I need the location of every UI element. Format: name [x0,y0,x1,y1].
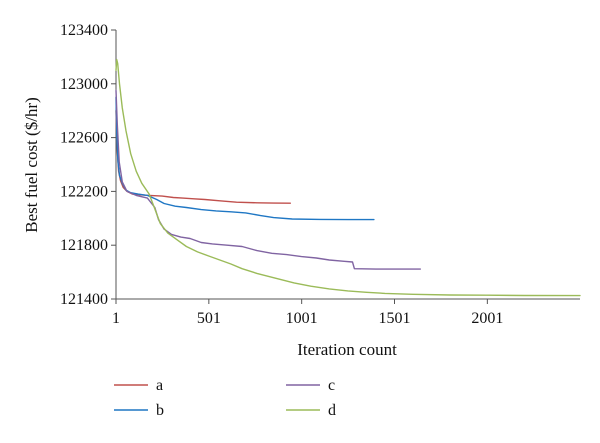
series-line-c [115,89,421,270]
legend-label-a: a [156,377,163,394]
series-line-d [115,58,581,297]
legend-label-c: c [328,377,335,394]
y-tick-label: 123400 [60,22,108,39]
y-axis: 121400 121800 122200 122600 123000 123400 [60,22,117,308]
x-tick-label: 501 [197,310,221,327]
y-tick-label: 122200 [60,183,108,200]
series-lines [115,58,581,297]
legend: ab cd [114,377,336,419]
x-axis: 1 501 1001 1501 2001 [112,298,580,327]
y-tick-label: 122600 [60,130,108,147]
series-line-a [115,110,291,204]
series-line-b [115,96,375,221]
x-tick-label: 1001 [286,310,318,327]
x-tick-label: 2001 [471,310,503,327]
x-tick-label: 1501 [379,310,411,327]
y-tick-label: 121400 [60,291,108,308]
x-tick-label: 1 [112,310,120,327]
y-tick-label: 121800 [60,237,108,254]
legend-label-b: b [156,402,164,419]
y-axis-label: Best fuel cost ($/hr) [22,97,41,233]
legend-label-d: d [328,402,336,419]
x-axis-label: Iteration count [297,340,397,359]
y-tick-label: 123000 [60,76,108,93]
